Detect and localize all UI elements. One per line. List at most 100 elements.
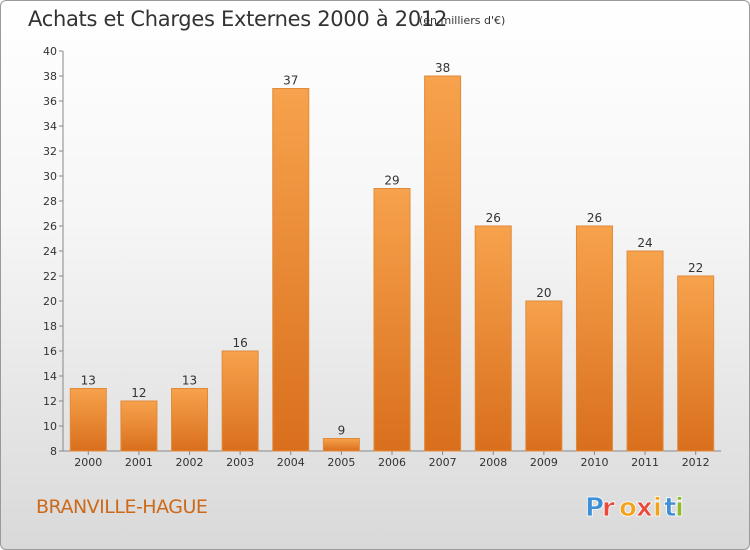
x-tick-label: 2006 <box>378 456 406 469</box>
logo-letter: r <box>602 493 615 523</box>
y-tick-label: 10 <box>43 420 57 433</box>
bar <box>120 400 158 452</box>
x-tick: 2006 <box>378 451 406 469</box>
bar-value-label: 26 <box>587 211 602 225</box>
bar <box>677 275 715 452</box>
y-tick-label: 16 <box>43 345 57 358</box>
bar-value-label: 9 <box>338 424 346 438</box>
bar <box>221 350 259 452</box>
y-tick: 36 <box>43 95 63 108</box>
bar <box>272 88 310 452</box>
bar <box>322 438 360 452</box>
y-tick-label: 30 <box>43 170 57 183</box>
y-tick: 16 <box>43 345 63 358</box>
logo-letter: t <box>664 493 676 523</box>
y-tick-label: 40 <box>43 45 57 58</box>
y-tick: 34 <box>43 120 63 133</box>
x-tick-label: 2011 <box>631 456 659 469</box>
y-tick: 22 <box>43 270 63 283</box>
x-tick-label: 2012 <box>682 456 710 469</box>
chart-title: Achats et Charges Externes 2000 à 2012 <box>28 7 448 31</box>
y-tick: 24 <box>43 245 63 258</box>
x-tick-label: 2002 <box>176 456 204 469</box>
logo-letter: o <box>619 493 637 523</box>
y-tick-label: 36 <box>43 95 57 108</box>
bar <box>626 250 664 452</box>
logo-letter: i <box>675 493 684 523</box>
x-tick-label: 2010 <box>580 456 608 469</box>
bar-value-label: 29 <box>384 174 399 188</box>
x-tick-label: 2001 <box>125 456 153 469</box>
x-tick: 2005 <box>327 451 355 469</box>
y-tick: 32 <box>43 145 63 158</box>
logo-letter: x <box>636 493 653 523</box>
bar-value-label: 20 <box>536 286 551 300</box>
proxiti-logo-graphic: Pr o x i ti <box>585 493 685 524</box>
bar-value-label: 16 <box>233 336 248 350</box>
x-tick-label: 2004 <box>277 456 305 469</box>
y-tick-label: 12 <box>43 395 57 408</box>
y-tick-label: 26 <box>43 220 57 233</box>
y-tick-label: 28 <box>43 195 57 208</box>
x-tick: 2010 <box>580 451 608 469</box>
logo-letter: P <box>585 493 604 523</box>
x-tick: 2008 <box>479 451 507 469</box>
x-tick: 2007 <box>429 451 457 469</box>
bar <box>373 188 411 452</box>
y-tick: 26 <box>43 220 63 233</box>
y-tick: 20 <box>43 295 63 308</box>
x-tick-label: 2003 <box>226 456 254 469</box>
x-tick-label: 2008 <box>479 456 507 469</box>
y-tick-label: 24 <box>43 245 57 258</box>
bar-value-label: 26 <box>486 211 501 225</box>
y-tick: 12 <box>43 395 63 408</box>
y-tick-label: 22 <box>43 270 57 283</box>
x-tick: 2011 <box>631 451 659 469</box>
commune-name: BRANVILLE-HAGUE <box>36 496 208 518</box>
y-tick-label: 18 <box>43 320 57 333</box>
chart-subtitle: (en milliers d'€) <box>419 14 506 27</box>
x-tick: 2001 <box>125 451 153 469</box>
x-tick: 2009 <box>530 451 558 469</box>
y-tick: 18 <box>43 320 63 333</box>
x-tick: 2000 <box>74 451 102 469</box>
bar-value-label: 24 <box>637 236 652 250</box>
y-tick: 14 <box>43 370 63 383</box>
bar <box>474 225 512 452</box>
bar-value-label: 13 <box>182 374 197 388</box>
logo-letter: i <box>653 493 662 523</box>
bar <box>424 75 462 452</box>
bar-value-label: 38 <box>435 61 450 75</box>
y-tick: 40 <box>43 45 63 58</box>
bar-value-label: 22 <box>688 261 703 275</box>
x-tick: 2002 <box>176 451 204 469</box>
x-tick-label: 2000 <box>74 456 102 469</box>
y-tick-label: 34 <box>43 120 57 133</box>
y-tick: 38 <box>43 70 63 83</box>
y-tick: 30 <box>43 170 63 183</box>
y-tick: 28 <box>43 195 63 208</box>
chart-data-labels: 13 12 13 16 37 9 29 38 26 20 26 24 22 <box>81 61 704 438</box>
y-tick: 8 <box>50 445 63 458</box>
x-tick: 2003 <box>226 451 254 469</box>
y-tick-label: 8 <box>50 445 57 458</box>
y-tick-label: 32 <box>43 145 57 158</box>
y-tick-label: 14 <box>43 370 57 383</box>
y-tick-label: 20 <box>43 295 57 308</box>
bar-value-label: 37 <box>283 74 298 88</box>
bar-value-label: 12 <box>131 386 146 400</box>
x-tick-label: 2005 <box>327 456 355 469</box>
bar <box>575 225 613 452</box>
x-tick: 2012 <box>682 451 710 469</box>
y-tick-label: 38 <box>43 70 57 83</box>
bar <box>171 388 209 452</box>
chart-bars <box>69 75 715 452</box>
y-tick: 10 <box>43 420 63 433</box>
bar <box>525 300 563 452</box>
bar <box>69 388 107 452</box>
chart-axes: 8 10 12 14 16 18 20 22 24 26 28 30 32 34 36 38 40 2000 200… <box>43 45 721 469</box>
x-tick-label: 2009 <box>530 456 558 469</box>
